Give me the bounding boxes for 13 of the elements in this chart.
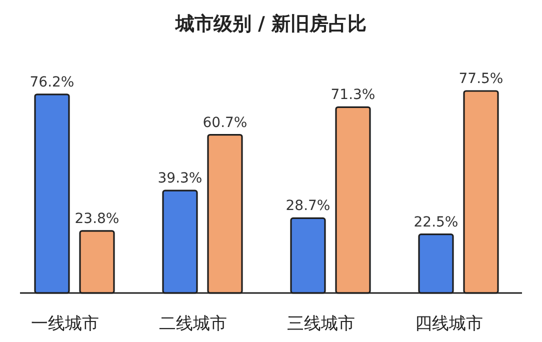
data-label: 76.2% [30,74,74,90]
x-tick-label: 三线城市 [287,314,355,334]
x-tick-label: 二线城市 [159,314,227,334]
chart-title: 城市级别 / 新旧房占比 [174,13,367,35]
data-label: 28.7% [286,198,330,214]
data-label: 77.5% [458,71,504,87]
data-label: 71.3% [330,87,376,104]
data-label: 22.5% [414,214,458,230]
data-label: 60.7% [202,114,248,131]
data-label: 23.8% [74,210,120,227]
x-tick-label: 一线城市 [31,314,99,334]
data-label: 39.3% [158,170,202,187]
x-tick-label: 四线城市 [415,314,483,334]
